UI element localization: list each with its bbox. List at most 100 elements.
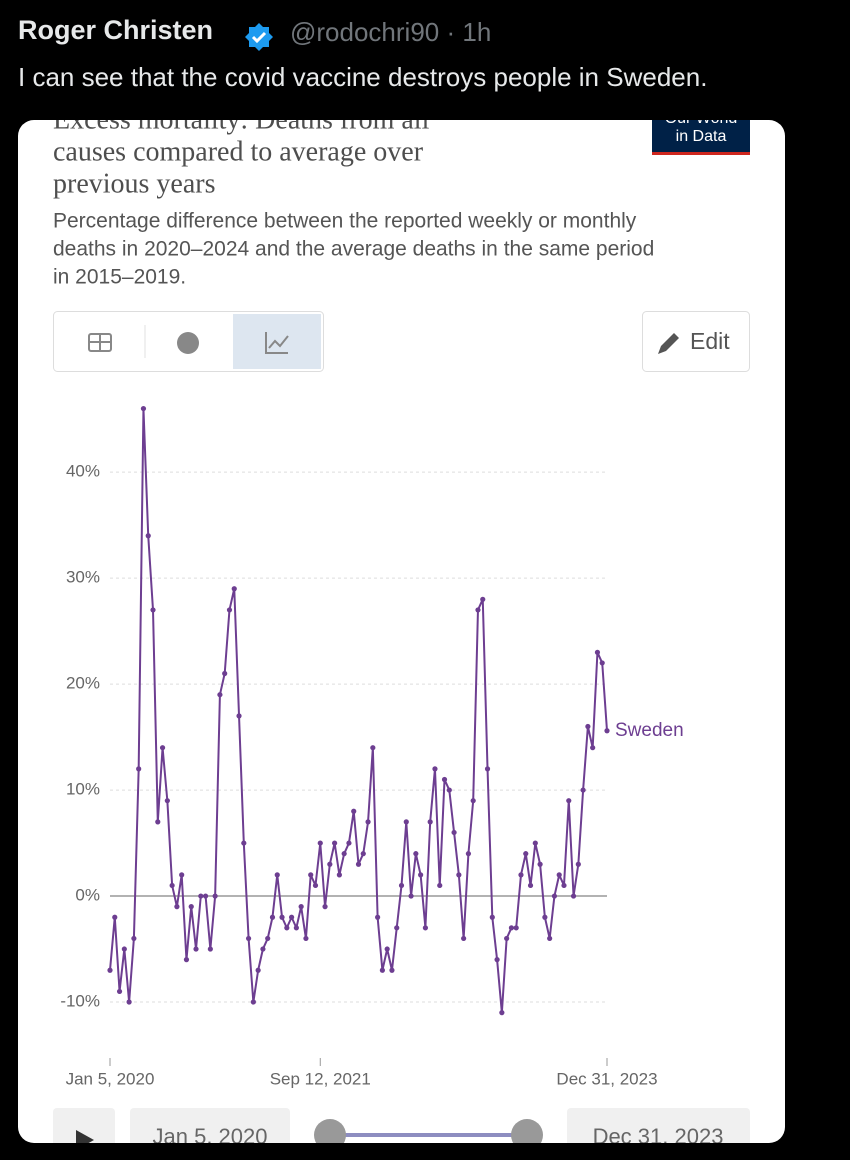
data-point bbox=[432, 766, 438, 772]
chart-tab-line bbox=[268, 335, 289, 349]
data-point bbox=[547, 935, 553, 942]
data-point bbox=[179, 872, 185, 878]
edit-button[interactable] bbox=[642, 311, 750, 372]
data-point bbox=[489, 914, 495, 920]
logo[interactable] bbox=[652, 120, 750, 153]
edit-icon bbox=[658, 333, 679, 354]
chart-title: previous years bbox=[53, 168, 216, 199]
data-point bbox=[375, 914, 381, 920]
data-point bbox=[250, 999, 256, 1005]
data-point bbox=[551, 893, 558, 899]
start-date: Jan 5, 2020 bbox=[153, 1124, 268, 1143]
data-point bbox=[475, 607, 481, 613]
embedded-chart-card: Excess mortality: Deaths from all causes… bbox=[18, 120, 785, 1143]
data-point bbox=[131, 935, 137, 942]
data-point bbox=[542, 914, 548, 920]
data-point bbox=[336, 872, 342, 878]
start-date-box[interactable] bbox=[130, 1108, 290, 1143]
data-point bbox=[580, 787, 586, 793]
data-point bbox=[456, 872, 462, 878]
chart-title: Excess mortality: Deaths from all bbox=[53, 120, 430, 135]
tweet-text: I can see that the covid vaccine destroy… bbox=[18, 62, 708, 92]
data-point bbox=[418, 872, 424, 878]
data-point bbox=[198, 893, 204, 899]
data-point bbox=[136, 766, 142, 772]
chart: Excess mortality: Deaths from all causes… bbox=[53, 120, 750, 1143]
chart-tab[interactable] bbox=[265, 332, 288, 354]
data-point bbox=[164, 798, 170, 804]
data-point bbox=[523, 851, 529, 857]
data-point bbox=[265, 935, 271, 942]
data-point bbox=[355, 861, 362, 867]
data-point bbox=[585, 723, 591, 730]
data-point bbox=[494, 957, 500, 963]
author-name[interactable]: Roger Christen bbox=[18, 15, 214, 45]
data-point bbox=[207, 946, 213, 952]
data-point bbox=[394, 925, 400, 931]
data-point bbox=[193, 946, 199, 952]
y-tick-label: 0% bbox=[75, 886, 100, 905]
end-date-box[interactable] bbox=[567, 1108, 750, 1143]
data-point bbox=[408, 893, 414, 899]
table-tab[interactable] bbox=[88, 333, 112, 352]
data-point bbox=[570, 893, 577, 899]
data-point bbox=[222, 670, 228, 677]
data-point bbox=[150, 607, 156, 613]
play-icon bbox=[76, 1130, 94, 1143]
timeline-handle[interactable] bbox=[314, 1119, 346, 1143]
data-point bbox=[241, 840, 247, 846]
data-point bbox=[255, 967, 261, 973]
data-point bbox=[484, 766, 491, 772]
data-point bbox=[465, 851, 472, 857]
data-point bbox=[351, 808, 357, 814]
data-point bbox=[140, 405, 147, 412]
data-point bbox=[504, 935, 510, 942]
data-point bbox=[116, 988, 123, 995]
data-point bbox=[145, 533, 151, 539]
data-point bbox=[293, 925, 299, 931]
data-point bbox=[532, 840, 538, 846]
data-point bbox=[470, 798, 476, 804]
x-tick-label: Sep 12, 2021 bbox=[270, 1069, 371, 1088]
data-point bbox=[231, 586, 237, 592]
data-point bbox=[312, 882, 319, 889]
data-point bbox=[561, 882, 567, 889]
timeline-handle[interactable] bbox=[511, 1119, 543, 1143]
chart-subtitle: in 2015–2019. bbox=[53, 266, 186, 289]
y-tick-label: 20% bbox=[66, 674, 100, 693]
timestamp: · 1h bbox=[446, 17, 492, 47]
handle[interactable]: @rodochri90 bbox=[290, 17, 440, 47]
data-point bbox=[317, 840, 323, 846]
data-point bbox=[327, 861, 333, 867]
data-point bbox=[398, 882, 405, 889]
data-point bbox=[226, 607, 233, 613]
data-point bbox=[202, 893, 209, 899]
data-point bbox=[422, 925, 429, 931]
chart-subtitle: deaths in 2020–2024 and the average deat… bbox=[53, 238, 654, 261]
data-point bbox=[427, 819, 433, 825]
x-tick-label: Jan 5, 2020 bbox=[66, 1069, 155, 1088]
data-point bbox=[332, 840, 338, 846]
data-point bbox=[451, 829, 457, 836]
data-point bbox=[461, 935, 467, 942]
data-point bbox=[599, 660, 605, 666]
play-button[interactable] bbox=[53, 1108, 115, 1143]
author-handle[interactable]: @rodochri90 · 1h bbox=[290, 17, 491, 48]
chart-title: causes compared to average over bbox=[53, 136, 424, 167]
data-point bbox=[188, 904, 194, 910]
data-point bbox=[556, 872, 562, 878]
data-point bbox=[274, 872, 280, 878]
y-tick-label: 30% bbox=[66, 568, 100, 587]
map-tab[interactable] bbox=[177, 332, 199, 354]
data-point bbox=[370, 745, 376, 751]
data-point bbox=[245, 935, 252, 942]
data-point bbox=[269, 914, 276, 920]
data-point bbox=[499, 1010, 505, 1016]
data-point bbox=[279, 914, 285, 920]
data-point bbox=[107, 967, 113, 973]
data-point bbox=[446, 787, 452, 793]
data-point bbox=[303, 935, 309, 942]
data-point bbox=[159, 745, 166, 751]
data-point bbox=[594, 649, 601, 655]
tab-active[interactable] bbox=[233, 314, 321, 369]
